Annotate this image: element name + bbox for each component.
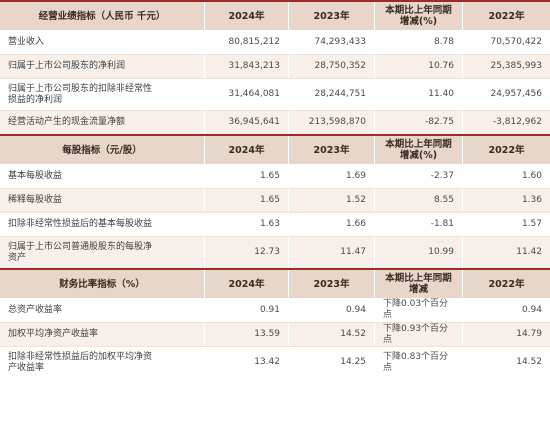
header-cell: 2023年 (289, 2, 375, 30)
value-cell: 80,815,212 (205, 30, 289, 54)
value-cell: 1.57 (521, 219, 542, 229)
value-cell: -3,812,962 (492, 117, 542, 127)
value-cell: 28,750,352 (289, 55, 375, 78)
row-label: 基本每股收益 (0, 164, 205, 188)
value-cell: 1.66 (289, 213, 375, 236)
header-cell: 经营业绩指标（人民币 千元） (0, 2, 205, 30)
value-cell: 下降0.83个百分点 (375, 347, 463, 378)
header-cell: 2024年 (205, 270, 289, 298)
header-cell: 财务比率指标（%） (0, 270, 205, 298)
table-row: 加权平均净资产收益率 13.59 14.52 下降0.93个百分点 14.79 (0, 322, 550, 346)
value-cell: 70,570,422 (490, 36, 542, 47)
value-cell: 1.63 (205, 213, 289, 236)
value-cell: 10.99 (375, 237, 463, 268)
header-cell: 2022年 (488, 278, 525, 290)
row-label: 经营活动产生的现金流量净额 (0, 111, 205, 134)
table-row: 归属于上市公司普通股股东的每股净 资产 12.73 11.47 10.99 11… (0, 236, 550, 268)
value-cell: -82.75 (375, 111, 463, 134)
value-cell: 8.78 (375, 30, 463, 54)
section-header-per-share: 每股指标（元/股） 2024年 2023年 本期比上年同期 增减(%) 2022… (0, 134, 550, 164)
header-cell: 2022年 (488, 144, 525, 156)
header-cell: 2023年 (289, 270, 375, 298)
value-cell: 1.65 (205, 189, 289, 212)
value-cell: 25,385,993 (490, 61, 542, 71)
value-cell: 12.73 (205, 237, 289, 268)
table-row: 归属于上市公司股东的净利润 31,843,213 28,750,352 10.7… (0, 54, 550, 78)
value-cell: 31,843,213 (205, 55, 289, 78)
table-row: 归属于上市公司股东的扣除非经常性 损益的净利润 31,464,081 28,24… (0, 78, 550, 110)
value-cell: 14.25 (289, 347, 375, 378)
value-cell: 1.65 (205, 164, 289, 188)
value-cell: 下降0.03个百分点 (375, 298, 463, 322)
row-label: 稀释每股收益 (0, 189, 205, 212)
section-header-ratios: 财务比率指标（%） 2024年 2023年 本期比上年同期增减 2022年 (0, 268, 550, 298)
table-row: 基本每股收益 1.65 1.69 -2.37 1.60 (0, 164, 550, 188)
row-label: 归属于上市公司普通股股东的每股净 资产 (0, 237, 205, 268)
row-label: 总资产收益率 (0, 298, 205, 322)
header-cell: 本期比上年同期增减 (375, 270, 463, 298)
header-cell: 2023年 (289, 136, 375, 164)
header-cell: 本期比上年同期 增减(%) (375, 136, 463, 164)
value-cell: 0.94 (521, 304, 542, 315)
financial-summary-table: 经营业绩指标（人民币 千元） 2024年 2023年 本期比上年同期 增减(%)… (0, 0, 550, 378)
value-cell: 36,945,641 (205, 111, 289, 134)
value-cell: 213,598,870 (289, 111, 375, 134)
value-cell: -2.37 (375, 164, 463, 188)
value-cell: 13.42 (205, 347, 289, 378)
value-cell: 24,957,456 (490, 89, 542, 99)
value-cell: 13.59 (205, 323, 289, 346)
header-cell: 2024年 (205, 136, 289, 164)
table-row: 总资产收益率 0.91 0.94 下降0.03个百分点 0.94 (0, 298, 550, 322)
table-row: 经营活动产生的现金流量净额 36,945,641 213,598,870 -82… (0, 110, 550, 134)
value-cell: 14.79 (516, 329, 542, 339)
value-cell: 8.55 (375, 189, 463, 212)
section-header-operating: 经营业绩指标（人民币 千元） 2024年 2023年 本期比上年同期 增减(%)… (0, 0, 550, 30)
row-label: 营业收入 (0, 30, 205, 54)
table-row: 营业收入 80,815,212 74,293,433 8.78 70,570,4… (0, 30, 550, 54)
value-cell: 1.60 (521, 170, 542, 181)
value-cell: -1.81 (375, 213, 463, 236)
value-cell: 11.47 (289, 237, 375, 268)
value-cell: 11.42 (516, 247, 542, 257)
value-cell: 0.94 (289, 298, 375, 322)
header-cell: 2024年 (205, 2, 289, 30)
value-cell: 1.52 (289, 189, 375, 212)
value-cell: 1.36 (521, 195, 542, 205)
row-label: 归属于上市公司股东的净利润 (0, 55, 205, 78)
value-cell: 下降0.93个百分点 (375, 323, 463, 346)
header-cell: 2022年 (488, 10, 525, 22)
value-cell: 28,244,751 (289, 79, 375, 110)
value-cell: 74,293,433 (289, 30, 375, 54)
value-cell: 1.69 (289, 164, 375, 188)
value-cell: 11.40 (375, 79, 463, 110)
table-row: 稀释每股收益 1.65 1.52 8.55 1.36 (0, 188, 550, 212)
value-cell: 0.91 (205, 298, 289, 322)
table-row: 扣除非经常性损益后的基本每股收益 1.63 1.66 -1.81 1.57 (0, 212, 550, 236)
row-label: 扣除非经常性损益后的基本每股收益 (0, 213, 205, 236)
row-label: 归属于上市公司股东的扣除非经常性 损益的净利润 (0, 79, 205, 110)
header-cell: 每股指标（元/股） (0, 136, 205, 164)
row-label: 扣除非经常性损益后的加权平均净资 产收益率 (0, 347, 205, 378)
value-cell: 14.52 (289, 323, 375, 346)
table-row: 扣除非经常性损益后的加权平均净资 产收益率 13.42 14.25 下降0.83… (0, 346, 550, 378)
value-cell: 10.76 (375, 55, 463, 78)
row-label: 加权平均净资产收益率 (0, 323, 205, 346)
header-cell: 本期比上年同期 增减(%) (375, 2, 463, 30)
value-cell: 31,464,081 (205, 79, 289, 110)
value-cell: 14.52 (516, 357, 542, 367)
